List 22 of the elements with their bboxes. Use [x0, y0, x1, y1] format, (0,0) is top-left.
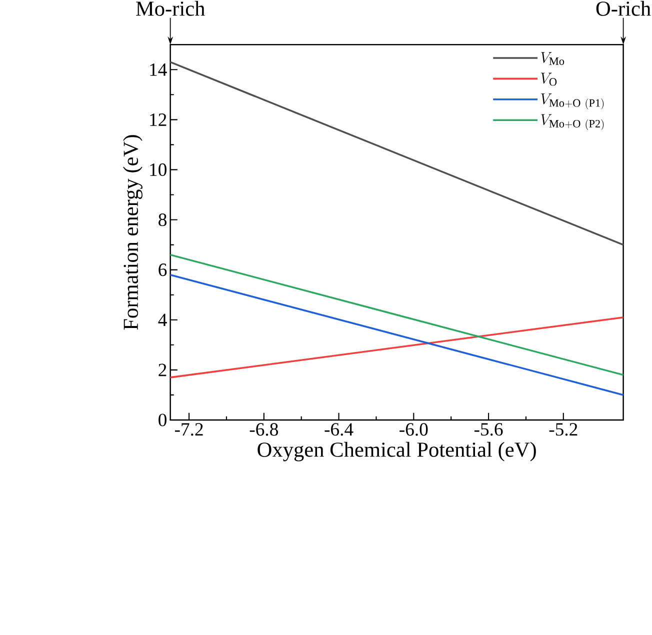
y-tick-label: 4 [158, 314, 167, 326]
y-tick-label: 8 [158, 213, 166, 226]
text: O-rich [596, 0, 651, 16]
y-tick-label: 10 [150, 163, 166, 176]
y-tick-label: 14 [150, 63, 167, 76]
legend-label: $V_{\mathrm{O}}$ [541, 72, 557, 86]
legend-label: $V_{\mathrm{Mo+O\ (P2)}}$ [541, 114, 604, 130]
legend-label: $V_{\mathrm{Mo}}$ [541, 52, 564, 65]
x-tick-label: -6.8 [250, 423, 278, 436]
x-tick-label: -5.6 [474, 423, 503, 436]
y-axis-title: Formation energy (eV) [123, 135, 142, 330]
y-tick-label: 0 [158, 414, 166, 426]
x-tick-label: -7.2 [174, 423, 203, 436]
text: Mo-rich [136, 0, 205, 16]
x-tick-label: -6.0 [400, 423, 428, 436]
x-tick-label: -5.2 [549, 423, 578, 436]
x-tick-label: -6.4 [324, 423, 354, 436]
y-tick-label: 2 [158, 364, 166, 376]
x-axis-title: Oxygen Chemical Potential (eV) [258, 442, 536, 462]
y-tick-label: 12 [150, 113, 166, 126]
y-tick-label: 6 [158, 263, 167, 276]
legend-label: $V_{\mathrm{Mo+O\ (P1)}}$ [541, 93, 604, 110]
